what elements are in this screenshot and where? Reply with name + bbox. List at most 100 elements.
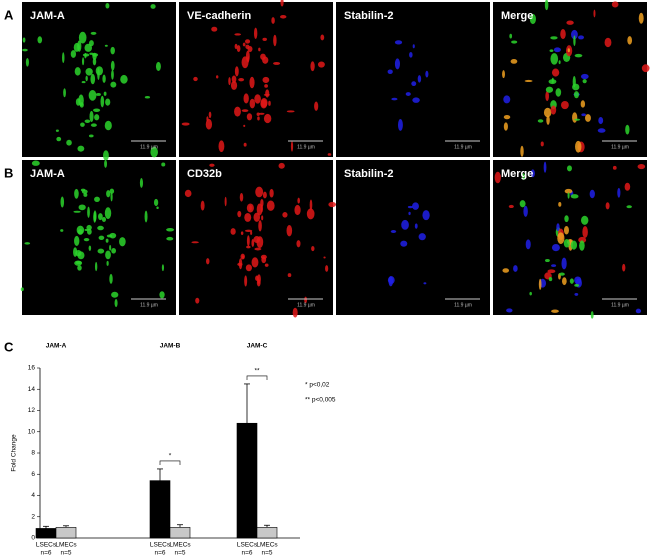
signal <box>102 74 106 83</box>
signal <box>530 169 535 178</box>
signal <box>242 42 246 47</box>
signal <box>566 20 574 25</box>
signal <box>555 88 562 97</box>
signal <box>104 207 112 220</box>
signal <box>529 13 536 25</box>
annotation: * p<0,02 <box>305 382 330 389</box>
signal <box>556 223 560 232</box>
signal <box>551 243 560 252</box>
signal <box>78 204 86 211</box>
signal <box>579 240 585 251</box>
panel-label: C <box>4 339 14 354</box>
signal <box>625 124 630 135</box>
signal <box>218 140 225 153</box>
signal <box>260 99 268 109</box>
signal <box>206 116 209 122</box>
signal <box>255 275 259 281</box>
signal <box>237 262 243 266</box>
signal <box>524 79 533 83</box>
row-label: A <box>4 7 14 22</box>
signal <box>253 212 261 222</box>
signal <box>60 196 65 208</box>
signal <box>304 296 308 304</box>
signal <box>105 238 109 243</box>
signal <box>509 33 513 39</box>
signal <box>560 100 569 110</box>
scale-label: 11.9 µm <box>454 302 472 308</box>
signal <box>280 0 284 7</box>
signal <box>90 31 97 35</box>
signal <box>398 119 403 131</box>
signal <box>271 17 275 24</box>
signal <box>93 108 101 112</box>
signal <box>231 75 237 83</box>
signal <box>109 244 112 251</box>
signal <box>262 37 267 41</box>
signal <box>297 197 300 204</box>
signal <box>292 307 298 318</box>
signal <box>246 245 251 249</box>
signal <box>77 265 82 271</box>
signal <box>78 94 84 107</box>
signal <box>598 116 604 125</box>
signal <box>622 263 626 272</box>
signal <box>574 284 580 287</box>
signal <box>593 9 596 18</box>
signal <box>546 115 550 125</box>
signal <box>150 4 156 9</box>
signal <box>574 118 581 121</box>
signal <box>604 37 612 48</box>
signal <box>84 119 91 123</box>
signal <box>77 251 85 260</box>
signal <box>211 26 218 32</box>
bar-label: LMECs <box>55 542 77 549</box>
signal <box>494 171 501 184</box>
scale-label: 11.9 µm <box>140 302 158 308</box>
signal <box>156 206 159 210</box>
signal <box>563 226 569 235</box>
signal <box>597 128 606 133</box>
signal <box>73 247 78 257</box>
signal <box>626 205 632 209</box>
signal <box>561 257 567 270</box>
signal <box>92 58 97 66</box>
signal <box>564 215 569 223</box>
signal <box>269 188 274 198</box>
signal <box>523 205 528 217</box>
signal <box>624 182 631 191</box>
signal <box>573 91 579 99</box>
signal <box>215 75 219 79</box>
signal <box>543 161 547 173</box>
signal <box>90 73 96 85</box>
signal <box>264 263 269 267</box>
signal <box>209 163 215 167</box>
signal <box>638 12 644 24</box>
signal <box>85 75 88 82</box>
n-label: n=5 <box>174 550 185 557</box>
signal <box>412 97 420 103</box>
signal <box>558 202 562 207</box>
signal <box>553 47 561 53</box>
signal <box>525 239 531 250</box>
signal <box>423 282 427 285</box>
signal <box>101 217 107 223</box>
signal <box>418 233 426 241</box>
signal <box>100 95 105 108</box>
signal <box>87 206 90 218</box>
signal <box>503 122 508 131</box>
signal <box>166 236 174 241</box>
signal <box>290 141 294 152</box>
signal <box>412 44 415 49</box>
signal <box>103 150 109 161</box>
signal <box>570 194 579 199</box>
y-axis-label: Fold Change <box>11 434 18 472</box>
signal <box>574 293 579 296</box>
signal <box>266 200 275 211</box>
signal <box>502 70 506 79</box>
signal <box>569 278 574 284</box>
signal <box>390 230 397 233</box>
signal <box>417 75 422 83</box>
signal <box>511 40 518 44</box>
micrograph <box>336 2 490 157</box>
